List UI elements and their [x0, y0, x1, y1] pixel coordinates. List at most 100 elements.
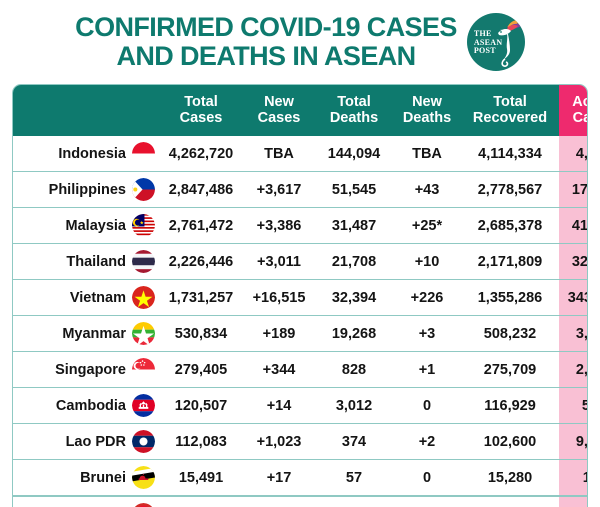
- new-cases-cell: +14: [243, 387, 315, 424]
- active-cases-cell: 343,577: [559, 279, 587, 316]
- new-deaths-cell: +2: [393, 423, 461, 460]
- active-cases-cell: 9,109: [559, 423, 587, 460]
- column-header-total-recovered: Total Recovered: [461, 85, 559, 136]
- table-body: Indonesia 4,262,720 TBA 144,094 TBA 4,114,334…: [13, 136, 587, 507]
- header: CONFIRMED COVID-19 CASES AND DEATHS IN A…: [0, 0, 600, 84]
- page-title: CONFIRMED COVID-19 CASES AND DEATHS IN A…: [75, 13, 457, 71]
- country-cell: Indonesia: [13, 136, 159, 172]
- country-name: Malaysia: [65, 217, 126, 234]
- total-recovered-cell: 1,355,286: [461, 279, 559, 316]
- flag-thailand-icon: [132, 250, 155, 273]
- new-deaths-cell: +25*: [393, 207, 461, 244]
- new-cases-cell: +3,011: [243, 243, 315, 280]
- new-cases-cell: +189: [243, 315, 315, 352]
- title-line-1: CONFIRMED COVID-19 CASES: [75, 12, 457, 42]
- new-deaths-cell: TBA: [412, 145, 442, 162]
- header-total-cases-l2: Cases: [179, 110, 223, 126]
- country-cell: Vietnam: [13, 279, 159, 316]
- total-cases-cell: 2,847,486: [159, 171, 243, 208]
- table-row-asean-total: ASEAN14,887,701+28,116304,767+28514,124,…: [13, 495, 587, 507]
- total-cases-cell: 14,887,701: [159, 495, 243, 507]
- new-deaths-cell: 0: [393, 387, 461, 424]
- logo-line-1: THE: [473, 29, 492, 38]
- header-total-deaths-l1: Total: [337, 94, 371, 110]
- active-cases-cell: 4,292: [559, 136, 587, 172]
- country-name: Cambodia: [55, 397, 126, 414]
- flag-indonesia-icon: [132, 142, 155, 165]
- total-cases-cell: 120,507: [159, 387, 243, 424]
- covid-stats-table-container: Total Cases New Cases Total Deaths New D…: [12, 84, 588, 507]
- flag-asean-icon: [132, 503, 155, 507]
- total-recovered-cell: 275,709: [461, 351, 559, 388]
- asean-post-logo: THE ASEAN POST: [466, 13, 525, 71]
- total-recovered-cell: 116,929: [461, 387, 559, 424]
- total-deaths-cell: 304,767: [315, 495, 393, 507]
- country-name: Vietnam: [69, 289, 126, 306]
- header-new-cases-l1: New: [264, 94, 294, 110]
- total-deaths-cell: 21,708: [315, 243, 393, 280]
- flag-singapore-icon: [132, 358, 155, 381]
- flag-laos-icon: [132, 430, 155, 453]
- flag-vietnam-icon: [132, 286, 155, 309]
- country-name: Brunei: [80, 469, 126, 486]
- header-active-cases-l1: Active: [572, 94, 587, 110]
- header-total-recovered-l2: Recovered: [472, 110, 548, 126]
- total-deaths-cell: 374: [315, 423, 393, 460]
- total-cases-cell: 2,226,446: [159, 243, 243, 280]
- total-deaths-cell: 32,394: [315, 279, 393, 316]
- new-cases-cell: +3,386: [243, 207, 315, 244]
- total-recovered-cell: 2,171,809: [461, 243, 559, 280]
- new-deaths-cell: +10: [393, 243, 461, 280]
- table-row: Vietnam 1,731,257 +16,515 32,394 +226 1,355,2…: [13, 279, 587, 316]
- active-cases-cell: 3,334: [559, 315, 587, 352]
- header-total-recovered-l1: Total: [493, 94, 527, 110]
- active-cases-cell: 559: [559, 387, 587, 424]
- total-deaths-cell: 828: [315, 351, 393, 388]
- table-row: Thailand 2,226,446 +3,011 21,708 +10 2,171,80…: [13, 243, 587, 280]
- active-cases-cell: 2,868: [559, 351, 587, 388]
- new-cases-cell: +1,023: [243, 423, 315, 460]
- total-recovered-cell: 2,685,378: [461, 207, 559, 244]
- header-new-deaths-l2: Deaths: [402, 110, 452, 126]
- country-name: Myanmar: [62, 325, 126, 342]
- active-cases-cell: 32,929: [559, 243, 587, 280]
- total-cases-cell: 530,834: [159, 315, 243, 352]
- new-deaths-cell: +3: [393, 315, 461, 352]
- flag-cambodia-icon: [132, 394, 155, 417]
- table-row: Indonesia 4,262,720 TBA 144,094 TBA 4,114,334…: [13, 136, 587, 172]
- new-cases-cell: TBA: [264, 145, 294, 162]
- country-name: Lao PDR: [65, 433, 126, 450]
- table-header: Total Cases New Cases Total Deaths New D…: [13, 85, 587, 136]
- total-cases-cell: 1,731,257: [159, 279, 243, 316]
- flag-myanmar-icon: [132, 322, 155, 345]
- logo-wordmark: THE ASEAN POST: [473, 29, 503, 56]
- column-header-new-cases: New Cases: [243, 85, 315, 136]
- active-cases-cell: 111: [559, 459, 587, 496]
- country-cell: Singapore: [13, 351, 159, 388]
- logo-line-3: POST: [473, 46, 496, 55]
- total-deaths-cell: 51,545: [315, 171, 393, 208]
- total-deaths-cell: 31,487: [315, 207, 393, 244]
- country-cell: Thailand: [13, 243, 159, 280]
- active-cases-cell: 41,221: [559, 207, 587, 244]
- country-cell: Malaysia: [13, 207, 159, 244]
- new-cases-cell: +16,515: [243, 279, 315, 316]
- country-name: Singapore: [55, 361, 126, 378]
- active-cases-cell: 17,374: [559, 171, 587, 208]
- column-header-country: [13, 85, 159, 136]
- total-cases-cell: 15,491: [159, 459, 243, 496]
- column-header-total-deaths: Total Deaths: [315, 85, 393, 136]
- table-header-row: Total Cases New Cases Total Deaths New D…: [13, 85, 587, 136]
- total-deaths-cell: 144,094: [327, 145, 381, 162]
- total-cases-cell: 112,083: [159, 423, 243, 460]
- total-deaths-cell: 3,012: [315, 387, 393, 424]
- new-deaths-cell: +226: [393, 279, 461, 316]
- new-deaths-cell: +1: [393, 351, 461, 388]
- column-header-new-deaths: New Deaths: [393, 85, 461, 136]
- table-row: Philippines 2,847,486 +3,617 51,545 +43 2,778…: [13, 171, 587, 208]
